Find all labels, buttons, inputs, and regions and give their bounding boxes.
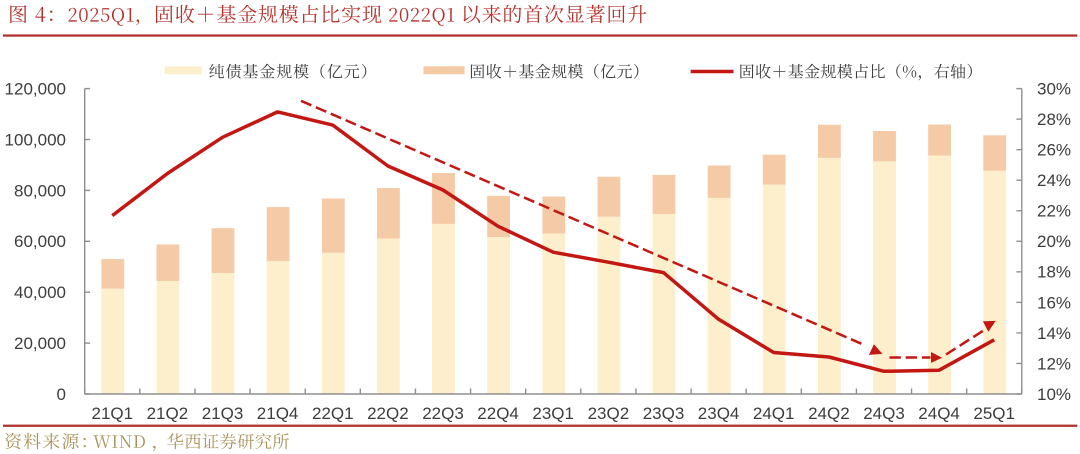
svg-text:80,000: 80,000 xyxy=(14,181,66,200)
svg-text:100,000: 100,000 xyxy=(5,130,66,149)
svg-text:25Q1: 25Q1 xyxy=(973,404,1015,423)
svg-text:10%: 10% xyxy=(1037,385,1071,404)
svg-text:24%: 24% xyxy=(1037,171,1071,190)
svg-text:21Q1: 21Q1 xyxy=(92,404,134,423)
svg-text:23Q2: 23Q2 xyxy=(588,404,630,423)
svg-text:20%: 20% xyxy=(1037,232,1071,251)
svg-text:22%: 22% xyxy=(1037,202,1071,221)
svg-text:28%: 28% xyxy=(1037,110,1071,129)
svg-text:22Q1: 22Q1 xyxy=(312,404,354,423)
svg-text:26%: 26% xyxy=(1037,141,1071,160)
svg-text:14%: 14% xyxy=(1037,324,1071,343)
svg-text:0: 0 xyxy=(57,385,66,404)
svg-text:21Q4: 21Q4 xyxy=(257,404,299,423)
svg-text:18%: 18% xyxy=(1037,263,1071,282)
svg-text:60,000: 60,000 xyxy=(14,232,66,251)
svg-text:21Q2: 21Q2 xyxy=(147,404,189,423)
svg-text:24Q3: 24Q3 xyxy=(863,404,905,423)
svg-text:20,000: 20,000 xyxy=(14,334,66,353)
svg-text:23Q4: 23Q4 xyxy=(698,404,740,423)
svg-text:22Q4: 22Q4 xyxy=(477,404,519,423)
svg-text:23Q1: 23Q1 xyxy=(532,404,574,423)
svg-text:16%: 16% xyxy=(1037,293,1071,312)
svg-text:22Q2: 22Q2 xyxy=(367,404,409,423)
svg-text:30%: 30% xyxy=(1037,80,1071,99)
svg-text:120,000: 120,000 xyxy=(5,80,66,99)
svg-text:40,000: 40,000 xyxy=(14,283,66,302)
svg-text:23Q3: 23Q3 xyxy=(643,404,685,423)
svg-text:24Q2: 24Q2 xyxy=(808,404,850,423)
svg-text:21Q3: 21Q3 xyxy=(202,404,244,423)
svg-text:12%: 12% xyxy=(1037,354,1071,373)
svg-text:24Q4: 24Q4 xyxy=(918,404,960,423)
svg-text:22Q3: 22Q3 xyxy=(422,404,464,423)
svg-text:24Q1: 24Q1 xyxy=(753,404,795,423)
